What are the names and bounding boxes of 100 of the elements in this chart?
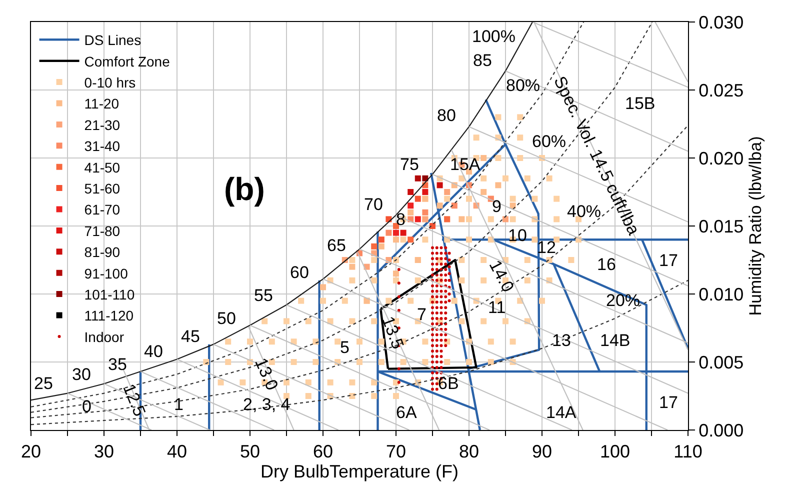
y-tick-label: 0.030 bbox=[698, 12, 744, 32]
point bbox=[414, 175, 421, 182]
x-tick-label: 90 bbox=[532, 442, 552, 462]
annotation: 25 bbox=[34, 374, 53, 393]
x-tick-label: 40 bbox=[166, 442, 188, 462]
legend-label: Comfort Zone bbox=[84, 53, 170, 70]
x-tick-label: 80 bbox=[458, 442, 480, 462]
annotation: 75 bbox=[400, 155, 419, 174]
annotation: 13.0 bbox=[251, 355, 282, 394]
annotation: 15B bbox=[625, 94, 656, 113]
legend-label: 71-80 bbox=[84, 222, 120, 239]
point bbox=[378, 243, 384, 250]
point bbox=[480, 189, 487, 195]
annotation: 9 bbox=[492, 197, 502, 216]
legend-label: 11-20 bbox=[84, 96, 120, 112]
annotation: 20% bbox=[606, 291, 640, 310]
annotation: 14A bbox=[546, 403, 577, 422]
x-tick-label: 60 bbox=[312, 442, 334, 462]
x-tick-label: 110 bbox=[674, 442, 702, 462]
point bbox=[393, 230, 399, 236]
annotation: 12.5 bbox=[119, 381, 150, 420]
annotation: 0 bbox=[82, 397, 92, 416]
y-tick-label: 0.005 bbox=[698, 352, 744, 372]
point bbox=[436, 182, 443, 188]
legend-label: 31-40 bbox=[84, 138, 120, 154]
annotation: 5 bbox=[340, 338, 350, 357]
y-tick-label: 0.020 bbox=[698, 148, 744, 168]
point bbox=[502, 216, 508, 222]
legend-label: DS Lines bbox=[84, 32, 142, 48]
annotation: 11 bbox=[488, 298, 506, 317]
annotation: 35 bbox=[108, 355, 127, 374]
annotation: 85 bbox=[473, 51, 492, 70]
annotation: 50 bbox=[217, 309, 236, 328]
x-tick-label: 20 bbox=[20, 442, 42, 462]
annotation: 17 bbox=[659, 251, 678, 270]
point bbox=[451, 202, 458, 209]
legend-label: 101-110 bbox=[84, 286, 135, 302]
annotation: 100% bbox=[472, 27, 516, 46]
point bbox=[408, 209, 414, 216]
point bbox=[422, 175, 428, 182]
annotation: 45 bbox=[181, 327, 200, 346]
legend-label: 21-30 bbox=[84, 116, 120, 133]
annotation: 40% bbox=[567, 202, 602, 221]
y-tick-label: 0.025 bbox=[698, 80, 744, 100]
point bbox=[393, 270, 399, 277]
y-tick-label: 0.000 bbox=[698, 420, 744, 440]
annotation: 1 bbox=[174, 395, 184, 414]
annotation: 16 bbox=[597, 255, 616, 274]
legend-label: 91-100 bbox=[84, 265, 128, 282]
point bbox=[430, 223, 436, 229]
annotation: 14.0 bbox=[485, 257, 518, 296]
point bbox=[495, 182, 502, 188]
point bbox=[422, 209, 428, 216]
legend-label: 0-10 hrs bbox=[84, 74, 136, 90]
point bbox=[408, 202, 414, 209]
point bbox=[400, 230, 406, 236]
annotation: 80% bbox=[506, 76, 540, 95]
x-tick-label: 70 bbox=[386, 442, 406, 462]
y-tick-label: 0.015 bbox=[698, 216, 744, 236]
annotation: 7 bbox=[417, 305, 426, 324]
annotation: 60 bbox=[290, 263, 309, 282]
annotation: 60% bbox=[532, 132, 566, 151]
annotation: 6A bbox=[396, 403, 418, 422]
annotation: 8 bbox=[396, 210, 406, 229]
annotation: 30 bbox=[72, 365, 91, 384]
annotation: (b) bbox=[224, 171, 265, 207]
point bbox=[408, 236, 414, 243]
legend-label: 81-90 bbox=[84, 244, 120, 260]
x-tick-label: 30 bbox=[94, 442, 114, 462]
annotation: 15A bbox=[450, 155, 481, 174]
y-axis-title: Humidity Ratio (lbw/lba) bbox=[746, 136, 766, 316]
annotation: 2, 3, 4 bbox=[243, 395, 290, 414]
point bbox=[320, 284, 326, 290]
point bbox=[414, 216, 421, 222]
annotation: 13 bbox=[552, 331, 571, 350]
annotation: 55 bbox=[254, 286, 273, 305]
annotation: 13.5 bbox=[378, 314, 408, 352]
legend-label: 41-50 bbox=[84, 159, 120, 176]
point bbox=[371, 243, 378, 250]
y-tick-label: 0.010 bbox=[698, 284, 744, 304]
point bbox=[458, 216, 465, 222]
annotation: 14B bbox=[600, 331, 630, 350]
point bbox=[386, 230, 392, 236]
annotation: 80 bbox=[437, 106, 456, 125]
point bbox=[444, 189, 450, 195]
legend-label: 51-60 bbox=[84, 180, 120, 196]
point bbox=[393, 236, 399, 243]
annotation: 17 bbox=[659, 393, 678, 412]
point bbox=[414, 196, 421, 202]
annotation: 6B bbox=[438, 374, 459, 393]
legend-label: 61-70 bbox=[84, 202, 120, 218]
legend-label: 111-120 bbox=[84, 308, 134, 324]
x-tick-label: 50 bbox=[240, 442, 260, 462]
annotation: 70 bbox=[364, 195, 383, 214]
legend-label: Indoor bbox=[84, 328, 124, 345]
point bbox=[422, 189, 428, 195]
point bbox=[349, 264, 356, 270]
x-tick-label: 100 bbox=[600, 442, 630, 462]
annotation: 40 bbox=[144, 342, 163, 361]
point bbox=[436, 202, 443, 209]
